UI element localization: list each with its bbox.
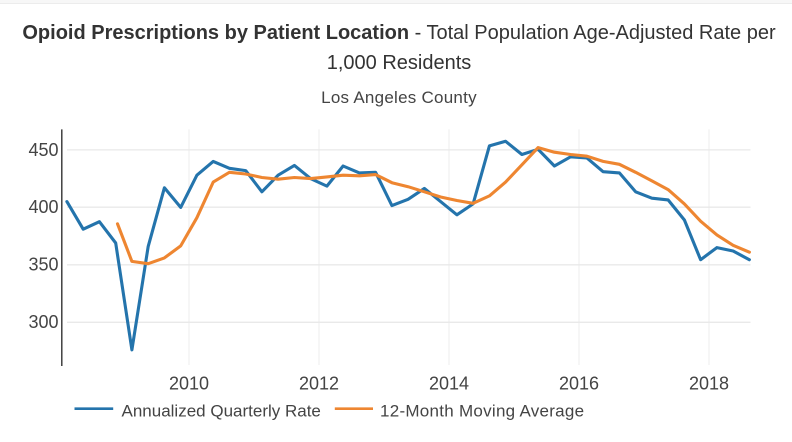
svg-text:450: 450 [28,140,58,160]
svg-text:2012: 2012 [299,373,339,393]
svg-text:400: 400 [28,197,58,217]
svg-text:2014: 2014 [429,373,469,393]
svg-text:12-Month Moving Average: 12-Month Moving Average [380,402,584,421]
svg-text:2018: 2018 [689,373,729,393]
svg-text:2010: 2010 [169,373,209,393]
svg-text:300: 300 [28,312,58,332]
svg-text:2016: 2016 [559,373,599,393]
svg-text:Annualized Quarterly Rate: Annualized Quarterly Rate [122,402,321,421]
svg-text:350: 350 [28,255,58,275]
